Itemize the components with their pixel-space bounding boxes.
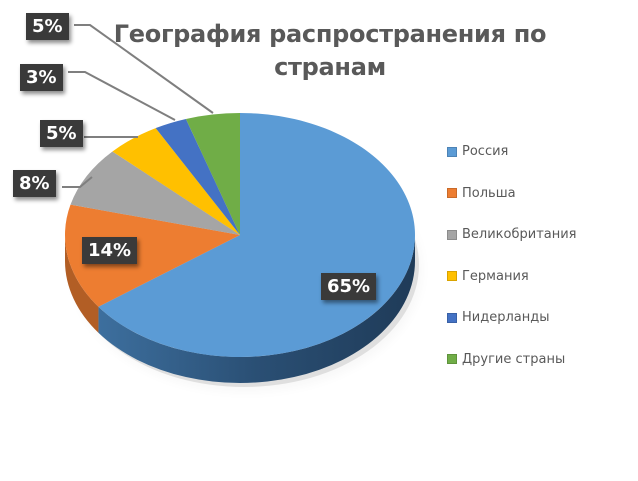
data-label-3: 5% (40, 120, 83, 147)
legend-swatch-icon (447, 271, 457, 282)
data-label-2: 8% (13, 170, 56, 197)
data-label-4: 3% (20, 64, 63, 91)
leader-line (62, 176, 93, 188)
legend-swatch-icon (447, 312, 457, 323)
legend-swatch-icon (447, 229, 457, 240)
legend-label: Нидерланды (462, 310, 550, 326)
legend-item: Германия (447, 256, 577, 298)
leader-line (68, 71, 176, 121)
legend-label: Германия (462, 268, 529, 284)
leader-lines (62, 24, 214, 188)
slice-4[interactable] (155, 118, 240, 235)
legend-item: Нидерланды (447, 297, 577, 339)
legend-label: Другие страны (462, 351, 566, 367)
chart-title: География распространения по странам (110, 18, 550, 84)
chart-title-line-2: странам (274, 53, 386, 81)
legend-swatch-icon (447, 354, 457, 365)
legend-label: Россия (462, 144, 509, 160)
slice-3[interactable] (112, 128, 240, 235)
slice-side-0 (98, 235, 415, 383)
legend-swatch-icon (447, 188, 457, 199)
data-label-5: 5% (26, 13, 69, 40)
legend-item: Другие страны (447, 339, 577, 381)
data-label-1: 14% (82, 237, 138, 264)
chart-title-line-1: География распространения по (113, 20, 547, 48)
legend-item: Польша (447, 173, 577, 215)
legend-item: Россия (447, 131, 577, 173)
legend: Россия Польша Великобритания Германия Нидерл… (447, 131, 577, 380)
legend-label: Польша (462, 185, 516, 201)
legend-swatch-icon (447, 146, 457, 157)
slice-side-1 (65, 235, 99, 333)
legend-item: Великобритания (447, 214, 577, 256)
legend-label: Великобритания (462, 227, 577, 243)
data-label-0: 65% (321, 273, 377, 300)
pie-slices (65, 113, 419, 387)
slice-2[interactable] (70, 151, 240, 235)
slice-1[interactable] (65, 204, 241, 307)
slice-5[interactable] (185, 113, 240, 235)
leader-line (74, 24, 214, 114)
